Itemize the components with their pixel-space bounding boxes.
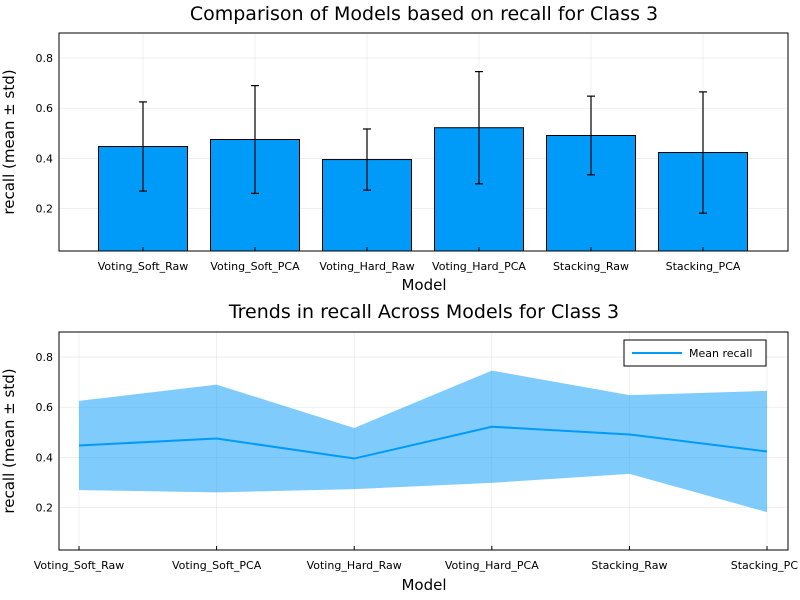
line-chart-x-label: Model bbox=[401, 576, 446, 594]
line-chart-x-ticks: Voting_Soft_Raw Voting_Soft_PCA Voting_Har… bbox=[34, 546, 799, 572]
line-chart-y-label: recall (mean ± std) bbox=[0, 368, 18, 513]
bar-x-tick-label: Voting_Soft_Raw bbox=[98, 260, 189, 273]
bar-chart-frame bbox=[58, 32, 789, 252]
line-y-tick-label: 0.4 bbox=[36, 451, 54, 464]
line-chart-mean-line bbox=[78, 425, 768, 460]
bar-y-tick-label: 0.8 bbox=[36, 52, 54, 65]
bar-chart: Comparison of Models based on recall for… bbox=[0, 3, 789, 294]
line-x-tick-label: Voting_Soft_PCA bbox=[172, 559, 262, 572]
bar-x-tick-label: Voting_Hard_PCA bbox=[432, 260, 526, 273]
bar-chart-bars bbox=[98, 127, 748, 252]
line-x-tick-label: Voting_Soft_Raw bbox=[34, 559, 125, 572]
line-chart-y-ticks: 0.2 0.4 0.6 0.8 bbox=[36, 351, 54, 514]
line-y-tick-label: 0.2 bbox=[36, 501, 54, 514]
line-chart-frame bbox=[58, 331, 789, 551]
bar-chart-y-label: recall (mean ± std) bbox=[0, 69, 18, 214]
bar-chart-error-bars bbox=[139, 70, 707, 214]
bar-chart-y-ticks: 0.2 0.4 0.6 0.8 bbox=[36, 52, 54, 215]
line-y-tick-label: 0.8 bbox=[36, 351, 54, 364]
line-chart-std-band bbox=[79, 370, 767, 513]
bar-y-tick-label: 0.2 bbox=[36, 202, 54, 215]
bar-y-tick-label: 0.6 bbox=[36, 102, 54, 115]
line-chart-title: Trends in recall Across Models for Class… bbox=[228, 301, 619, 323]
bar-chart-x-label: Model bbox=[401, 276, 446, 294]
line-chart-legend: Mean recall bbox=[623, 339, 767, 367]
line-chart: Trends in recall Across Models for Class… bbox=[0, 301, 798, 594]
legend-entry-mean-recall: Mean recall bbox=[689, 347, 752, 360]
bar-y-tick-label: 0.4 bbox=[36, 152, 54, 165]
line-y-tick-label: 0.6 bbox=[36, 401, 54, 414]
line-x-tick-label: Voting_Hard_PCA bbox=[445, 559, 539, 572]
bar-x-tick-label: Stacking_PCA bbox=[666, 260, 741, 273]
line-x-tick-label: Stacking_PC bbox=[731, 559, 799, 572]
bar-x-tick-label: Voting_Soft_PCA bbox=[210, 260, 300, 273]
bar-x-tick-label: Voting_Hard_Raw bbox=[319, 260, 414, 273]
line-x-tick-label: Voting_Hard_Raw bbox=[307, 559, 402, 572]
bar-chart-title: Comparison of Models based on recall for… bbox=[190, 3, 658, 25]
bar-chart-x-ticks: Voting_Soft_Raw Voting_Soft_PCA Voting_Har… bbox=[98, 247, 741, 273]
line-x-tick-label: Stacking_Raw bbox=[591, 559, 667, 572]
bar-x-tick-label: Stacking_Raw bbox=[553, 260, 629, 273]
